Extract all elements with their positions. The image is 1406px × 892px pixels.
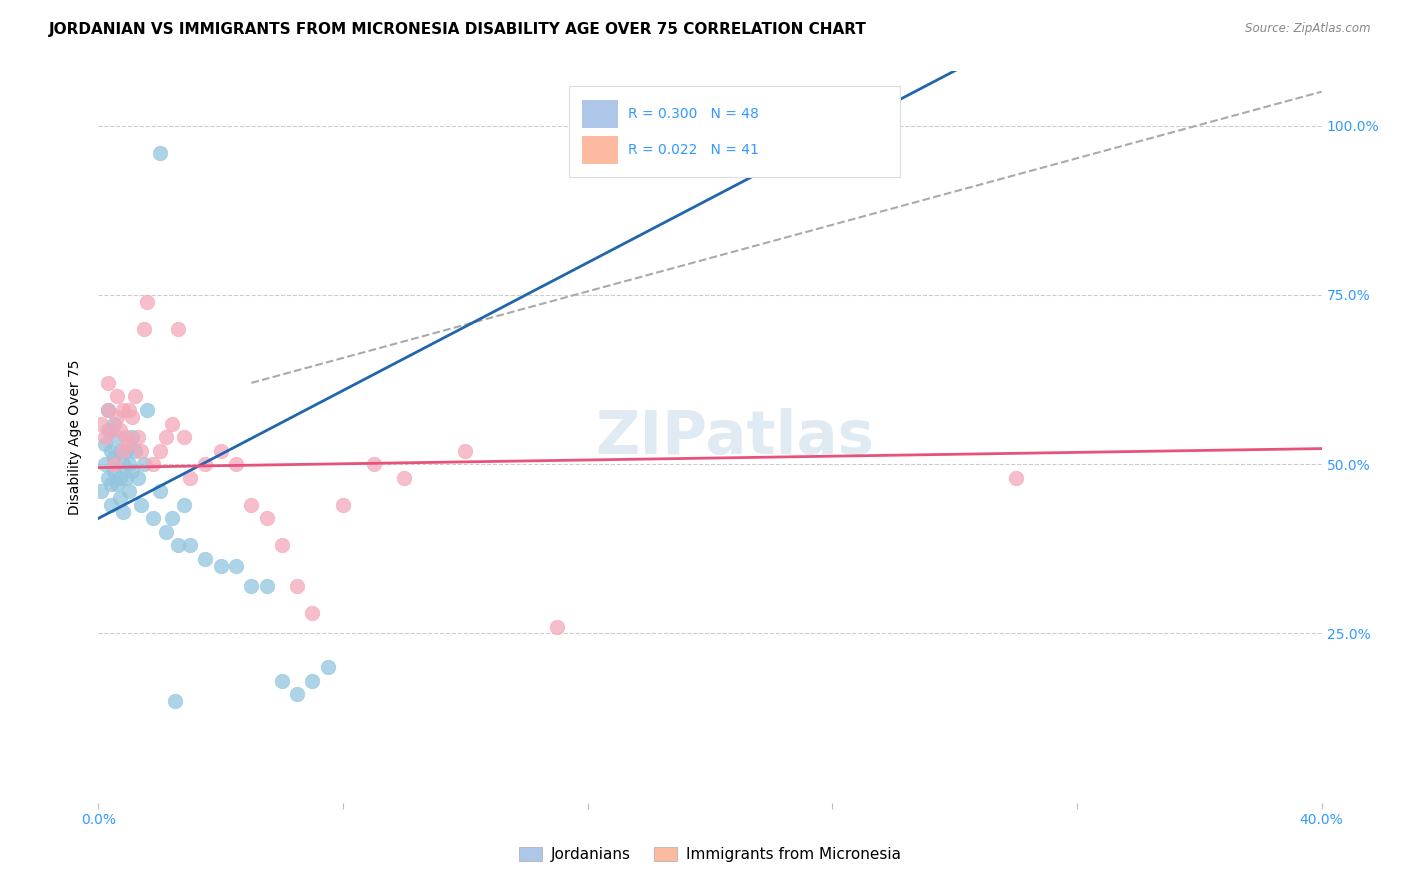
Point bbox=[179, 538, 201, 552]
FancyBboxPatch shape bbox=[569, 86, 900, 178]
Point bbox=[97, 423, 120, 437]
Point bbox=[100, 498, 122, 512]
Point bbox=[194, 552, 217, 566]
Point bbox=[103, 457, 125, 471]
Point bbox=[142, 511, 165, 525]
Text: Source: ZipAtlas.com: Source: ZipAtlas.com bbox=[1246, 22, 1371, 36]
FancyBboxPatch shape bbox=[582, 136, 619, 164]
Point bbox=[124, 389, 146, 403]
Point bbox=[127, 471, 149, 485]
Point bbox=[149, 145, 172, 160]
Point bbox=[121, 409, 143, 424]
Point bbox=[209, 443, 232, 458]
Point bbox=[129, 498, 152, 512]
Point bbox=[105, 430, 128, 444]
Point bbox=[129, 443, 152, 458]
Point bbox=[97, 403, 120, 417]
Point bbox=[240, 579, 263, 593]
Point bbox=[111, 457, 134, 471]
Point bbox=[225, 457, 247, 471]
Point bbox=[108, 491, 131, 505]
Point bbox=[111, 443, 134, 458]
Legend: Jordanians, Immigrants from Micronesia: Jordanians, Immigrants from Micronesia bbox=[513, 840, 907, 868]
Point bbox=[225, 558, 247, 573]
Point bbox=[105, 477, 128, 491]
Point bbox=[160, 417, 183, 431]
Point bbox=[270, 538, 292, 552]
Point bbox=[93, 430, 115, 444]
Point bbox=[90, 417, 112, 431]
Point bbox=[163, 694, 186, 708]
Point bbox=[454, 443, 477, 458]
Point bbox=[134, 322, 156, 336]
Point bbox=[256, 511, 278, 525]
Point bbox=[173, 498, 195, 512]
Point bbox=[100, 423, 122, 437]
Point bbox=[93, 437, 115, 451]
Point bbox=[155, 524, 177, 539]
Point bbox=[160, 511, 183, 525]
Text: JORDANIAN VS IMMIGRANTS FROM MICRONESIA DISABILITY AGE OVER 75 CORRELATION CHART: JORDANIAN VS IMMIGRANTS FROM MICRONESIA … bbox=[49, 22, 868, 37]
Point bbox=[97, 471, 120, 485]
Point bbox=[155, 430, 177, 444]
Point bbox=[332, 498, 354, 512]
Point bbox=[301, 606, 323, 620]
Point bbox=[111, 403, 134, 417]
Point bbox=[108, 471, 131, 485]
Point bbox=[121, 464, 143, 478]
Text: R = 0.022   N = 41: R = 0.022 N = 41 bbox=[628, 144, 759, 157]
Point bbox=[149, 443, 172, 458]
Point bbox=[179, 471, 201, 485]
Point bbox=[115, 430, 138, 444]
Point bbox=[118, 403, 141, 417]
Point bbox=[105, 389, 128, 403]
Point bbox=[90, 484, 112, 499]
Point bbox=[240, 498, 263, 512]
Point bbox=[256, 579, 278, 593]
Point bbox=[136, 403, 159, 417]
Point bbox=[316, 660, 339, 674]
Point bbox=[115, 443, 138, 458]
Point bbox=[363, 457, 385, 471]
Point bbox=[167, 538, 190, 552]
Point bbox=[103, 450, 125, 465]
Point bbox=[100, 477, 122, 491]
Point bbox=[118, 457, 141, 471]
Point bbox=[209, 558, 232, 573]
Text: R = 0.300   N = 48: R = 0.300 N = 48 bbox=[628, 107, 759, 120]
Point bbox=[93, 457, 115, 471]
Point bbox=[142, 457, 165, 471]
Point bbox=[121, 430, 143, 444]
Point bbox=[103, 464, 125, 478]
FancyBboxPatch shape bbox=[582, 100, 619, 128]
Point bbox=[149, 484, 172, 499]
Point bbox=[136, 294, 159, 309]
Point bbox=[1004, 471, 1026, 485]
Point bbox=[111, 505, 134, 519]
Point bbox=[285, 688, 308, 702]
Point bbox=[108, 443, 131, 458]
Point bbox=[118, 484, 141, 499]
Point bbox=[108, 423, 131, 437]
Point bbox=[301, 673, 323, 688]
Point bbox=[103, 417, 125, 431]
Point bbox=[97, 376, 120, 390]
Point bbox=[100, 443, 122, 458]
Point bbox=[118, 437, 141, 451]
Point bbox=[546, 620, 568, 634]
Text: ZIPatlas: ZIPatlas bbox=[595, 408, 875, 467]
Point bbox=[134, 457, 156, 471]
Point bbox=[173, 430, 195, 444]
Point bbox=[127, 430, 149, 444]
Point bbox=[392, 471, 416, 485]
Point bbox=[270, 673, 292, 688]
Point bbox=[105, 409, 128, 424]
Point bbox=[97, 403, 120, 417]
Y-axis label: Disability Age Over 75: Disability Age Over 75 bbox=[69, 359, 83, 515]
Point bbox=[285, 579, 308, 593]
Point bbox=[167, 322, 190, 336]
Point bbox=[124, 443, 146, 458]
Point bbox=[194, 457, 217, 471]
Point bbox=[115, 471, 138, 485]
